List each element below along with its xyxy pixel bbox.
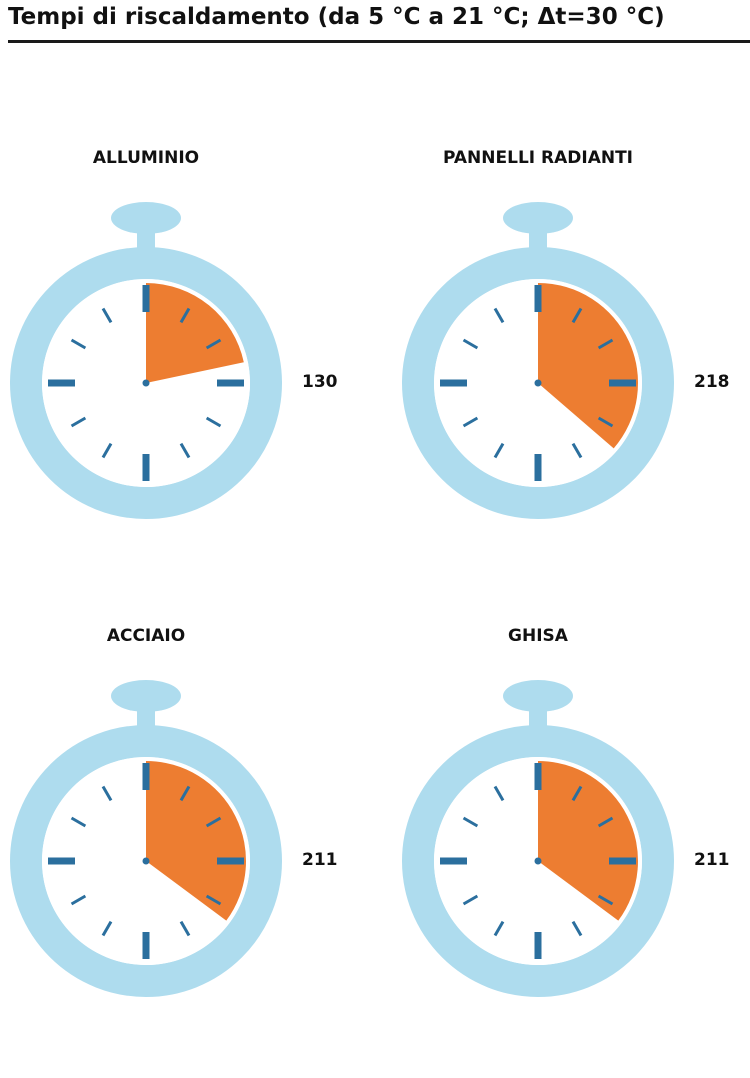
minor-tick	[571, 920, 583, 937]
center-dot	[534, 379, 542, 387]
minor-tick	[462, 416, 479, 428]
minor-tick	[493, 920, 505, 937]
stopwatch-panel-ghisa: GHISA 211	[392, 578, 750, 1078]
minor-tick	[70, 338, 87, 350]
value-sector	[146, 283, 244, 383]
minor-tick	[462, 338, 479, 350]
value-sector	[538, 283, 638, 449]
title-underline	[8, 40, 750, 43]
minor-tick	[597, 338, 614, 350]
stopwatch-icon	[402, 680, 674, 997]
minor-tick	[597, 416, 614, 428]
minor-tick	[571, 785, 583, 802]
minor-tick	[205, 416, 222, 428]
value-label-alluminio: 130	[302, 372, 338, 392]
minor-tick	[205, 816, 222, 828]
stopwatch-icon	[10, 680, 282, 997]
stopwatch-crown	[111, 680, 181, 712]
minor-tick	[493, 785, 505, 802]
stopwatch-panel-alluminio: ALLUMINIO 130	[0, 100, 375, 600]
minor-tick	[101, 920, 113, 937]
stopwatch-panel-acciaio: ACCIAIO 211	[0, 578, 375, 1078]
value-sector	[146, 761, 246, 921]
value-sector	[538, 761, 638, 921]
stopwatch-ring	[402, 247, 674, 519]
minor-tick	[179, 785, 191, 802]
stopwatch-crown	[111, 202, 181, 234]
minor-tick	[101, 442, 113, 459]
center-dot	[534, 857, 542, 865]
minor-tick	[571, 307, 583, 324]
minor-tick	[101, 307, 113, 324]
minor-tick	[179, 920, 191, 937]
stopwatch-panel-pannelli-radianti: PANNELLI RADIANTI 218	[392, 100, 750, 600]
minor-tick	[493, 307, 505, 324]
value-label-acciaio: 211	[302, 850, 338, 870]
center-dot	[142, 857, 150, 865]
minor-tick	[571, 442, 583, 459]
minor-tick	[70, 894, 87, 906]
value-label-ghisa: 211	[694, 850, 730, 870]
minor-tick	[205, 338, 222, 350]
minor-tick	[462, 816, 479, 828]
minor-tick	[179, 442, 191, 459]
center-dot	[142, 379, 150, 387]
category-label-ghisa: GHISA	[508, 626, 568, 646]
stopwatch-icon	[402, 202, 674, 519]
minor-tick	[462, 894, 479, 906]
stopwatch-icon	[10, 202, 282, 519]
minor-tick	[493, 442, 505, 459]
minor-tick	[70, 416, 87, 428]
minor-tick	[101, 785, 113, 802]
stopwatch-crown	[503, 680, 573, 712]
minor-tick	[179, 307, 191, 324]
category-label-pannelli-radianti: PANNELLI RADIANTI	[442, 148, 634, 168]
category-label-alluminio: ALLUMINIO	[92, 148, 200, 168]
stopwatch-ring	[402, 725, 674, 997]
stopwatch-ring	[10, 725, 282, 997]
minor-tick	[597, 816, 614, 828]
stopwatch-crown	[503, 202, 573, 234]
minor-tick	[597, 894, 614, 906]
category-label-acciaio: ACCIAIO	[106, 626, 186, 646]
minor-tick	[205, 894, 222, 906]
stopwatch-ring	[10, 247, 282, 519]
chart-title: Tempi di riscaldamento (da 5 °C a 21 °C;…	[8, 4, 665, 30]
minor-tick	[70, 816, 87, 828]
value-label-pannelli-radianti: 218	[694, 372, 730, 392]
